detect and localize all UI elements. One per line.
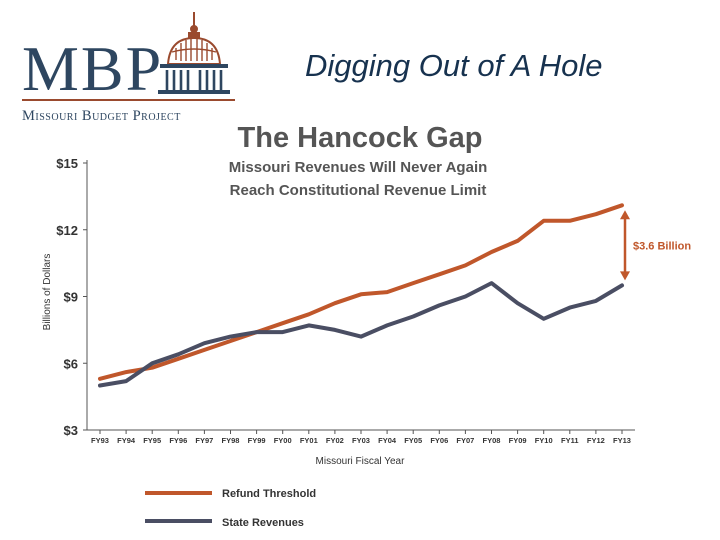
missouri-budget-project-logo: MBP Missouri Budget Project bbox=[22, 12, 235, 124]
x-tick-label: FY99 bbox=[248, 436, 266, 445]
x-tick-label: FY95 bbox=[143, 436, 161, 445]
x-tick-label: FY04 bbox=[378, 436, 397, 445]
x-axis-title: Missouri Fiscal Year bbox=[316, 456, 406, 467]
x-tick-label: FY05 bbox=[404, 436, 422, 445]
x-tick-label: FY97 bbox=[195, 436, 213, 445]
series-line-state-revenues bbox=[98, 281, 624, 388]
x-tick-label: FY96 bbox=[169, 436, 187, 445]
x-tick-label: FY12 bbox=[587, 436, 605, 445]
x-tick-label: FY06 bbox=[430, 436, 448, 445]
gap-annotation-label: $3.6 Billion bbox=[633, 240, 691, 252]
x-tick-label: FY10 bbox=[535, 436, 553, 445]
x-tick-label: FY94 bbox=[117, 436, 136, 445]
logo-org-name: Missouri Budget Project bbox=[22, 108, 181, 124]
legend-label-state-revenues: State Revenues bbox=[222, 517, 304, 529]
gap-arrow-head-down bbox=[620, 271, 630, 281]
x-tick-label: FY98 bbox=[222, 436, 240, 445]
x-tick-label: FY02 bbox=[326, 436, 344, 445]
x-tick-label: FY07 bbox=[456, 436, 474, 445]
y-tick-label: $6 bbox=[64, 356, 78, 371]
y-tick-label: $15 bbox=[56, 156, 78, 171]
x-tick-label: FY08 bbox=[483, 436, 501, 445]
gap-arrow-head-up bbox=[620, 210, 630, 220]
y-tick-label: $3 bbox=[64, 423, 78, 438]
capitol-dome-icon bbox=[158, 12, 230, 94]
chart-title: The Hancock Gap bbox=[238, 122, 483, 154]
chart-subtitle-line1: Missouri Revenues Will Never Again bbox=[229, 159, 488, 176]
x-tick-label: FY01 bbox=[300, 436, 318, 445]
x-tick-label: FY11 bbox=[561, 436, 579, 445]
x-tick-label: FY09 bbox=[509, 436, 527, 445]
slide-title: Digging Out of A Hole bbox=[305, 48, 603, 83]
y-tick-label: $9 bbox=[64, 290, 78, 305]
logo-letters: MBP bbox=[22, 33, 163, 104]
y-axis-title: Billions of Dollars bbox=[42, 254, 53, 331]
y-tick-label: $12 bbox=[56, 223, 78, 238]
x-tick-label: FY00 bbox=[274, 436, 292, 445]
x-tick-label: FY03 bbox=[352, 436, 370, 445]
chart-subtitle-line2: Reach Constitutional Revenue Limit bbox=[230, 182, 487, 199]
legend-label-refund-threshold: Refund Threshold bbox=[222, 488, 316, 500]
x-tick-label: FY13 bbox=[613, 436, 631, 445]
series-line-refund-threshold bbox=[98, 203, 624, 381]
x-tick-label: FY93 bbox=[91, 436, 109, 445]
